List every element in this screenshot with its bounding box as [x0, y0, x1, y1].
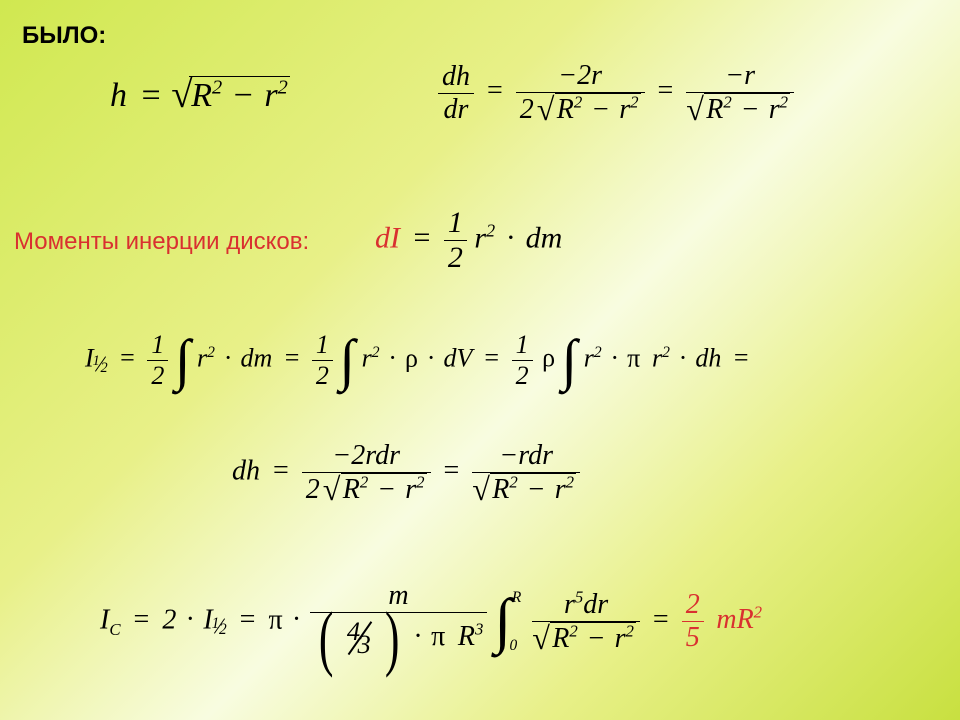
formula-h-sqrt: h = R2 − r2	[110, 76, 290, 115]
frac-mass-vol: m ( 43 ) · π R3	[310, 580, 488, 664]
formula-dhdr: dh dr = −2r 2 R2 − r2 = −r R2 − r2	[438, 60, 794, 126]
frac-dhdr: dh dr	[438, 61, 474, 126]
sqrt: R2 − r2	[175, 76, 290, 115]
frac-integrand: r5dr R2 − r2	[532, 589, 640, 655]
integral-icon: ∫	[175, 338, 191, 384]
formula-Ic: IC = 2 · I12 = π · m ( 43 ) · π R3 ∫ R 0…	[100, 580, 762, 664]
formula-I-half: I12 = 12 ∫ r2 · dm = 12 ∫ r2 · ρ · dV = …	[85, 330, 755, 391]
frac-step2: −r R2 − r2	[686, 60, 794, 126]
frac-step1: −2r 2 R2 − r2	[516, 60, 645, 126]
op-eq: =	[136, 77, 167, 114]
heading-was: БЫЛО:	[22, 22, 106, 50]
subheading-moments: Моменты инерции дисков:	[14, 228, 309, 256]
definite-integral: ∫ R 0	[494, 597, 511, 646]
var-r: r	[264, 77, 277, 114]
paren-left-icon: (	[318, 613, 333, 664]
formula-dh: dh = −2rdr 2 R2 − r2 = −rdr R2 − r2	[232, 440, 580, 506]
dI-red: dI	[375, 221, 400, 254]
formula-dI: dI = 1 2 r2 · dm	[375, 206, 562, 275]
heading-text: БЫЛО:	[22, 22, 106, 49]
four-thirds: 43	[345, 618, 373, 658]
subheading-text: Моменты инерции дисков:	[14, 228, 309, 255]
result-red: 2 5 mR2	[682, 604, 762, 635]
paren-right-icon: )	[385, 613, 400, 664]
sub-half: 12	[92, 355, 108, 373]
op-minus: −	[231, 77, 256, 114]
var-R: R	[191, 77, 212, 114]
var-h: h	[110, 77, 127, 114]
